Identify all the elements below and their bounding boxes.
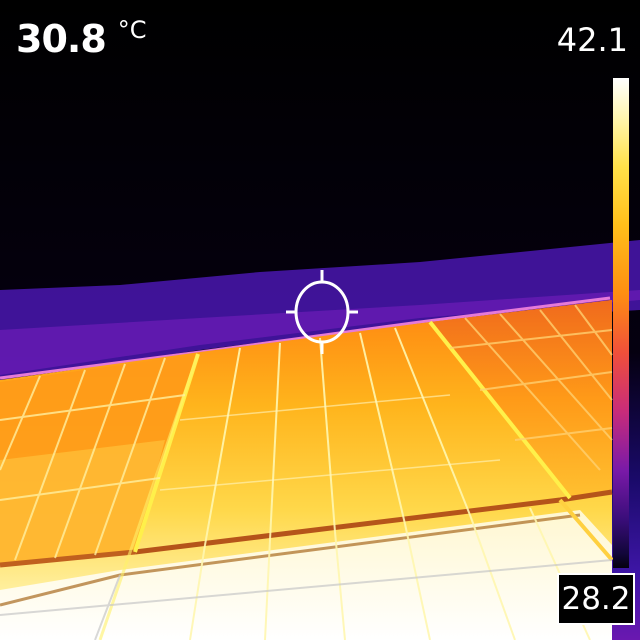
cell-grid-front bbox=[0, 559, 613, 640]
scale-max-value: 42.1 bbox=[556, 21, 628, 59]
spot-temperature: 30.8 °C bbox=[16, 16, 147, 61]
spot-temperature-value: 30.8 bbox=[16, 17, 107, 61]
color-scale-bar bbox=[613, 78, 629, 568]
panel-right bbox=[430, 300, 612, 498]
front-panels bbox=[0, 510, 612, 640]
scale-min-value: 28.2 bbox=[557, 573, 635, 625]
cell-grid-right bbox=[449, 304, 613, 471]
cell-grid-left bbox=[0, 357, 186, 561]
temperature-unit: °C bbox=[117, 16, 147, 44]
crosshair-icon bbox=[286, 270, 358, 354]
